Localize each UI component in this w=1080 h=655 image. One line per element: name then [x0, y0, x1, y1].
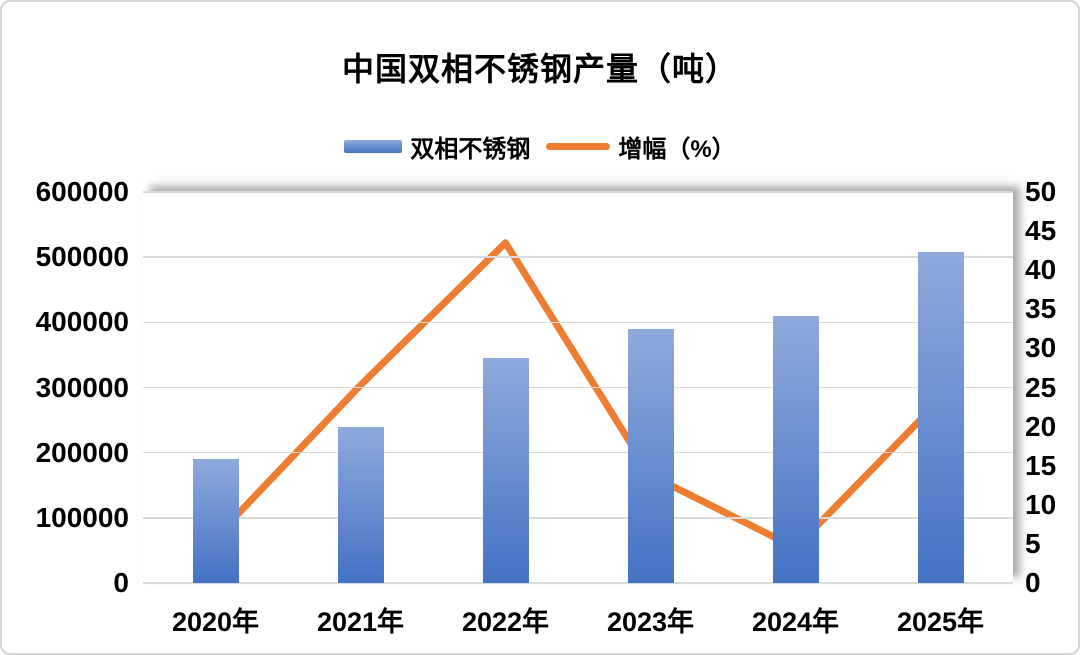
bar-series-swatch-icon	[344, 140, 403, 153]
x-axis: 2020年 2021年 2022年 2023年 2024年 2025年	[143, 600, 1013, 637]
chart-title: 中国双相不锈钢产量（吨）	[341, 51, 738, 87]
left-axis-tick: 500000	[35, 241, 129, 273]
growth-line	[212, 239, 944, 552]
bar-2020	[192, 459, 239, 583]
x-axis-label-2025: 2025年	[896, 607, 985, 637]
right-axis-tick: 0	[1025, 567, 1041, 598]
gridline	[143, 517, 1013, 519]
bar-2025	[917, 251, 964, 583]
right-axis-tick: 15	[1025, 449, 1057, 481]
legend-item-bar-series: 双相不锈钢	[344, 129, 530, 164]
gridline	[143, 256, 1013, 258]
growth-line-svg	[212, 239, 944, 552]
left-axis-tick: 600000	[35, 176, 129, 207]
gridline	[143, 451, 1013, 454]
gridline	[143, 386, 1013, 389]
gridline	[143, 582, 1013, 584]
right-axis-tick: 5	[1025, 527, 1041, 559]
legend-item-line-series: 增幅（%）	[546, 129, 736, 164]
bar-2024	[772, 315, 819, 583]
left-axis: 600000 500000 400000 300000 200000 100000 0	[2, 2, 129, 653]
left-axis-tick: 400000	[35, 306, 129, 338]
left-axis-tick: 0	[113, 567, 129, 598]
right-axis-tick: 10	[1025, 488, 1057, 520]
right-axis: 50 45 40 35 30 25 20 15 10 5 0	[1025, 2, 1078, 653]
plot-area	[143, 191, 1013, 584]
legend: 双相不锈钢 增幅（%）	[2, 129, 1078, 164]
right-axis-tick: 50	[1025, 176, 1057, 207]
x-axis-label-2024: 2024年	[751, 607, 840, 637]
x-axis-label-2021: 2021年	[316, 607, 405, 637]
bar-series-label: 双相不锈钢	[410, 136, 531, 163]
line-series-label: 增幅（%）	[618, 136, 736, 163]
bar-2022	[482, 358, 529, 583]
line-series-swatch-icon	[546, 143, 611, 150]
gridline	[143, 321, 1013, 324]
right-axis-tick: 25	[1025, 371, 1057, 403]
left-axis-tick: 300000	[35, 371, 129, 403]
bar-2023	[627, 328, 674, 583]
right-axis-tick: 30	[1025, 332, 1057, 364]
right-axis-tick: 35	[1025, 293, 1057, 325]
gridline	[143, 191, 1013, 193]
bar-2021	[337, 426, 384, 583]
x-axis-label-2020: 2020年	[171, 607, 260, 637]
right-axis-tick: 45	[1025, 215, 1057, 247]
left-axis-tick: 100000	[35, 501, 129, 533]
x-axis-label-2023: 2023年	[606, 607, 695, 637]
x-axis-label-2022: 2022年	[461, 607, 550, 637]
right-axis-tick: 20	[1025, 410, 1057, 442]
left-axis-tick: 200000	[35, 436, 129, 468]
right-axis-tick: 40	[1025, 254, 1057, 286]
